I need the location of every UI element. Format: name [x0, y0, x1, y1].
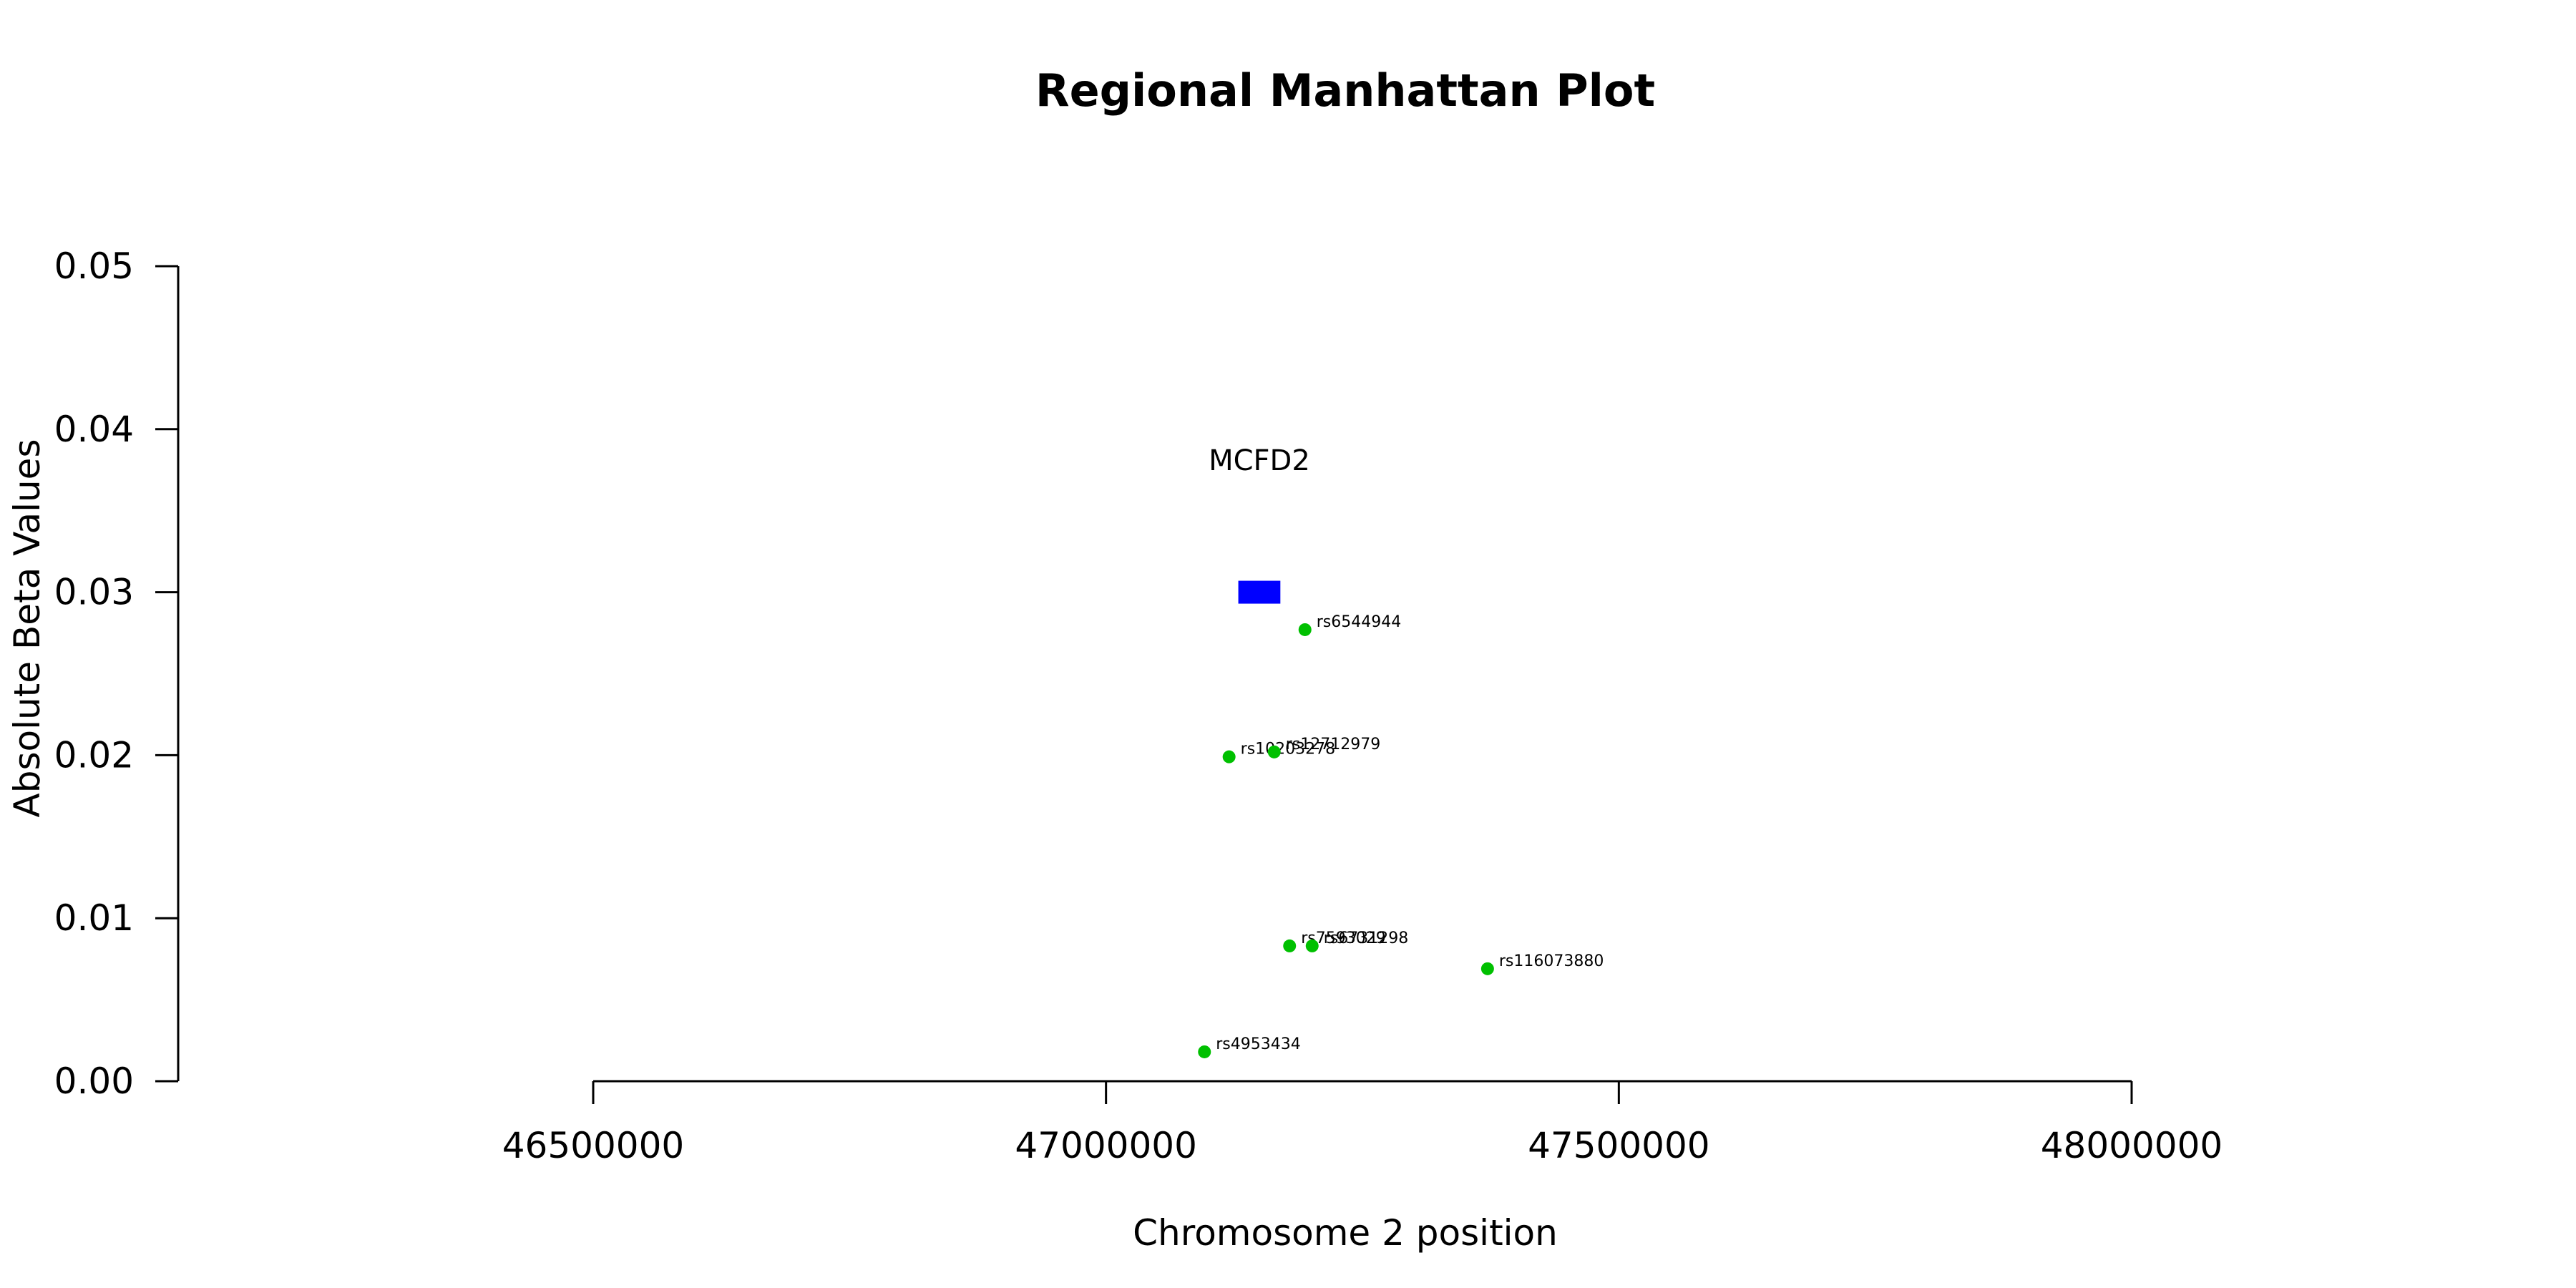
y-tick-label: 0.05 — [54, 245, 134, 287]
snp-label: rs10203278 — [1241, 741, 1335, 758]
gene-block — [1238, 580, 1281, 604]
snp-label: rs4953434 — [1216, 1035, 1301, 1053]
snp-point — [1480, 962, 1494, 975]
x-tick-label: 47500000 — [1528, 1125, 1710, 1166]
x-axis-label: Chromosome 2 position — [1133, 1212, 1558, 1254]
y-axis-label: Absolute Beta Values — [6, 439, 48, 818]
y-axis: 0.00 0.01 0.02 0.03 0.04 0.05 — [54, 245, 180, 1102]
snp-label: rs116073880 — [1499, 952, 1604, 970]
snp-label: rs6544944 — [1317, 613, 1402, 631]
snp-point — [1298, 623, 1312, 636]
x-tick-label: 47000000 — [1015, 1125, 1197, 1166]
snp-point — [1222, 750, 1236, 763]
chart-title: Regional Manhattan Plot — [1035, 64, 1655, 117]
y-tick-label: 0.04 — [54, 409, 134, 450]
x-tick-label: 48000000 — [2041, 1125, 2223, 1166]
snp-point — [1198, 1045, 1211, 1058]
y-tick-label: 0.01 — [54, 897, 134, 939]
y-tick-label: 0.02 — [54, 734, 134, 776]
snp-label: rs12712979 — [1286, 736, 1380, 753]
snp-label: rs6731298 — [1324, 930, 1409, 947]
gene-track: MCFD2 — [1209, 444, 1310, 604]
snp-point — [1283, 939, 1297, 952]
snp-point — [1267, 745, 1281, 758]
y-tick-label: 0.00 — [54, 1060, 134, 1102]
snp-point — [1305, 939, 1319, 952]
gene-label: MCFD2 — [1209, 444, 1310, 477]
snp-points: rs6544944rs10203278rs12712979rs7593029rs… — [1198, 613, 1604, 1058]
x-tick-label: 46500000 — [502, 1125, 685, 1166]
x-axis: 46500000 47000000 47500000 48000000 — [502, 1080, 2223, 1166]
y-tick-label: 0.03 — [54, 572, 134, 613]
